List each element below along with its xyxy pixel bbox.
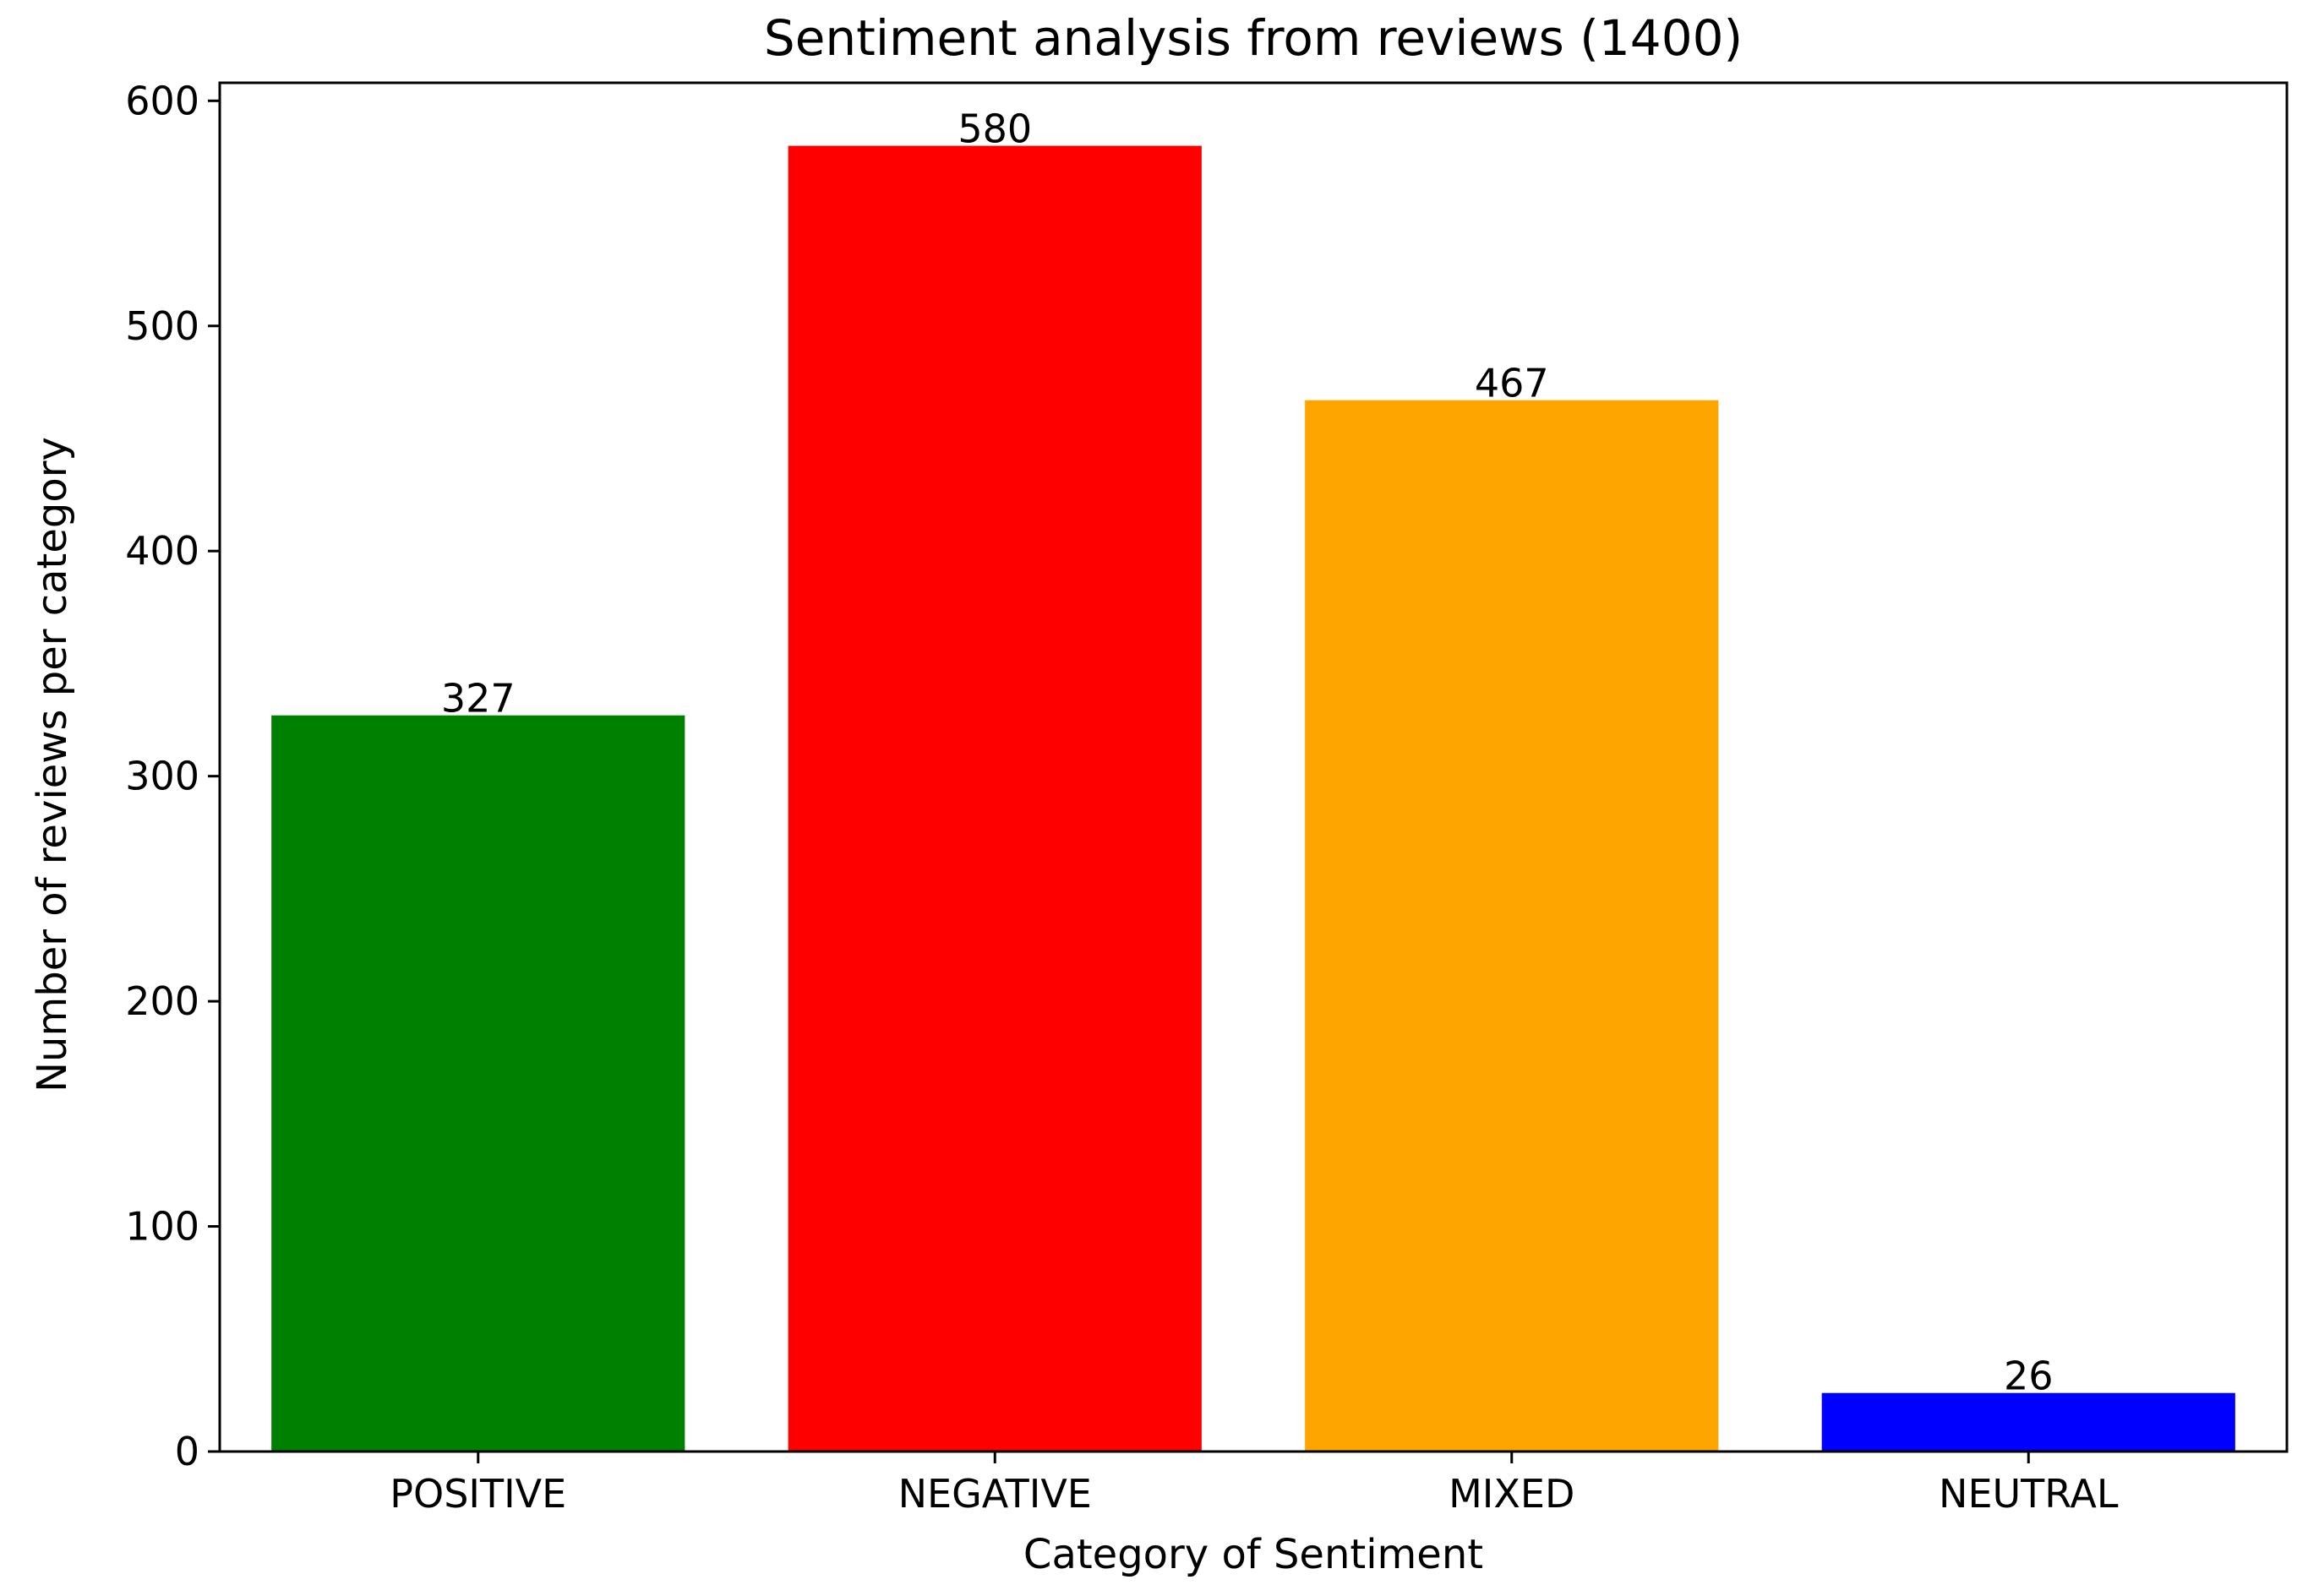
x-tick-label: NEGATIVE: [898, 1471, 1092, 1517]
x-axis-label: Category of Sentiment: [1023, 1531, 1483, 1578]
y-tick-label: 400: [125, 528, 199, 574]
bar-negative: [788, 145, 1202, 1452]
y-tick-label: 600: [125, 78, 199, 123]
y-tick-label: 500: [125, 303, 199, 349]
bar-mixed: [1305, 400, 1719, 1452]
x-axis: POSITIVE NEGATIVE MIXED NEUTRAL: [390, 1452, 2119, 1517]
bar-value-label: 467: [1475, 361, 1549, 406]
bars-group: [271, 145, 2235, 1452]
y-tick-label: 200: [125, 978, 199, 1024]
y-axis: 0 100 200 300 400 500 600: [125, 78, 220, 1474]
y-tick-label: 0: [175, 1429, 199, 1474]
bar-value-label: 26: [2004, 1354, 2054, 1399]
y-tick-label: 300: [125, 754, 199, 799]
x-tick-label: POSITIVE: [390, 1471, 566, 1517]
chart-title: Sentiment analysis from reviews (1400): [764, 9, 1743, 67]
y-axis-label: Number of reviews per category: [29, 437, 76, 1092]
y-tick-label: 100: [125, 1204, 199, 1250]
bar-value-label: 580: [958, 106, 1032, 152]
x-tick-label: NEUTRAL: [1939, 1471, 2119, 1517]
plot-frame: [218, 81, 2289, 1453]
bar-neutral: [1821, 1392, 2235, 1452]
bar-positive: [271, 715, 685, 1452]
x-tick-label: MIXED: [1449, 1471, 1574, 1517]
value-labels-group: 327 580 467 26: [441, 106, 2054, 1399]
bar-value-label: 327: [441, 676, 516, 722]
